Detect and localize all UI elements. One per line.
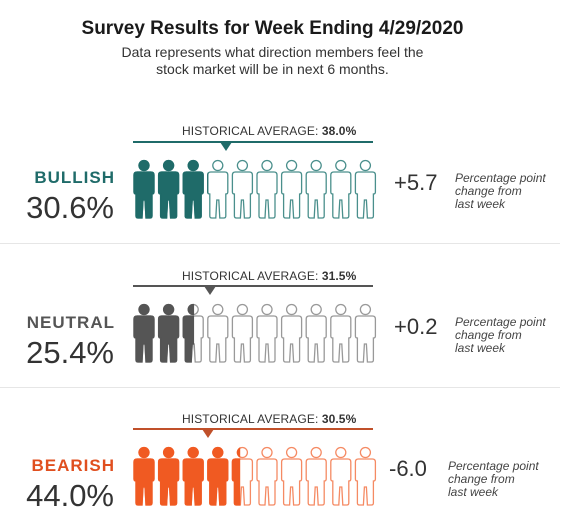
panel-neutral: HISTORICAL AVERAGE: 31.5% NEUTRAL 25.4% … (0, 244, 560, 388)
person-icon (133, 303, 155, 363)
people-chart-bearish (133, 446, 377, 506)
change-note-line-1: Percentage point (455, 171, 546, 185)
historical-average-label-bearish: HISTORICAL AVERAGE: 30.5% (182, 412, 356, 426)
people-chart-neutral (133, 303, 377, 363)
person-icon (330, 159, 352, 219)
person-icon (330, 446, 352, 506)
change-note-bullish: Percentage point change from last week (455, 172, 565, 211)
change-note-line-2: change from (448, 472, 515, 486)
divider-1 (0, 243, 560, 244)
historical-average-line-bearish (133, 428, 373, 430)
person-icon (157, 159, 180, 219)
historical-average-label-neutral: HISTORICAL AVERAGE: 31.5% (182, 269, 356, 283)
weekly-change-bearish: -6.0 (389, 456, 427, 481)
change-note-line-3: last week (455, 197, 506, 211)
person-icon (231, 159, 254, 219)
person-icon (182, 159, 204, 219)
change-note-line-2: change from (455, 184, 522, 198)
person-icon (256, 303, 278, 363)
historical-average-value-bullish: 38.0% (321, 124, 357, 138)
historical-average-marker-neutral (204, 286, 217, 295)
person-icon (256, 159, 278, 219)
person-icon (231, 446, 254, 506)
sentiment-label-bullish: BULLISH (34, 168, 115, 187)
historical-average-line-bullish (133, 141, 373, 143)
subtitle-line-1: Data represents what direction members f… (121, 44, 424, 60)
change-note-neutral: Percentage point change from last week (455, 316, 565, 355)
value-label-bearish: 44.0% (26, 478, 114, 513)
person-icon (157, 446, 180, 506)
change-note-line-3: last week (448, 485, 499, 499)
people-chart-bullish (133, 159, 377, 219)
change-note-line-2: change from (455, 328, 522, 342)
historical-average-marker-bullish (220, 142, 233, 151)
person-icon (305, 303, 327, 363)
historical-average-text: HISTORICAL AVERAGE: (182, 269, 319, 283)
panel-bearish: HISTORICAL AVERAGE: 30.5% BEARISH 44.0% … (0, 388, 560, 532)
change-note-line-1: Percentage point (455, 315, 546, 329)
person-icon (256, 446, 278, 506)
historical-average-text: HISTORICAL AVERAGE: (182, 124, 319, 138)
person-icon (280, 446, 303, 506)
historical-average-value-bearish: 30.5% (321, 412, 357, 426)
weekly-change-neutral: +0.2 (394, 314, 438, 339)
historical-average-line-neutral (133, 285, 373, 287)
person-icon (182, 446, 204, 506)
person-icon (354, 446, 377, 506)
person-icon (280, 303, 303, 363)
sentiment-label-neutral: NEUTRAL (26, 313, 115, 332)
change-note-line-1: Percentage point (448, 459, 539, 473)
person-icon (354, 159, 377, 219)
sentiment-label-bearish: BEARISH (31, 456, 115, 475)
person-icon (305, 159, 327, 219)
historical-average-label-bullish: HISTORICAL AVERAGE: 38.0% (182, 124, 356, 138)
historical-average-text: HISTORICAL AVERAGE: (182, 412, 319, 426)
person-icon (305, 446, 327, 506)
change-note-line-3: last week (455, 341, 506, 355)
person-icon (133, 159, 155, 219)
person-icon (182, 303, 204, 363)
page-subtitle: Data represents what direction members f… (0, 44, 545, 78)
person-icon (354, 303, 377, 363)
change-note-bearish: Percentage point change from last week (448, 460, 558, 499)
divider-2 (0, 387, 560, 388)
person-icon (330, 303, 352, 363)
value-label-neutral: 25.4% (26, 335, 114, 370)
person-icon (207, 303, 229, 363)
weekly-change-bullish: +5.7 (394, 170, 438, 195)
historical-average-marker-bearish (202, 429, 215, 438)
historical-average-value-neutral: 31.5% (321, 269, 357, 283)
page-title: Survey Results for Week Ending 4/29/2020 (81, 18, 464, 39)
person-icon (207, 446, 229, 506)
value-label-bullish: 30.6% (26, 190, 114, 225)
person-icon (280, 159, 303, 219)
person-icon (157, 303, 180, 363)
person-icon (133, 446, 155, 506)
subtitle-line-2: stock market will be in next 6 months. (156, 61, 389, 77)
person-icon (231, 303, 254, 363)
panel-bullish: HISTORICAL AVERAGE: 38.0% BULLISH 30.6% … (0, 100, 560, 244)
person-icon (207, 159, 229, 219)
